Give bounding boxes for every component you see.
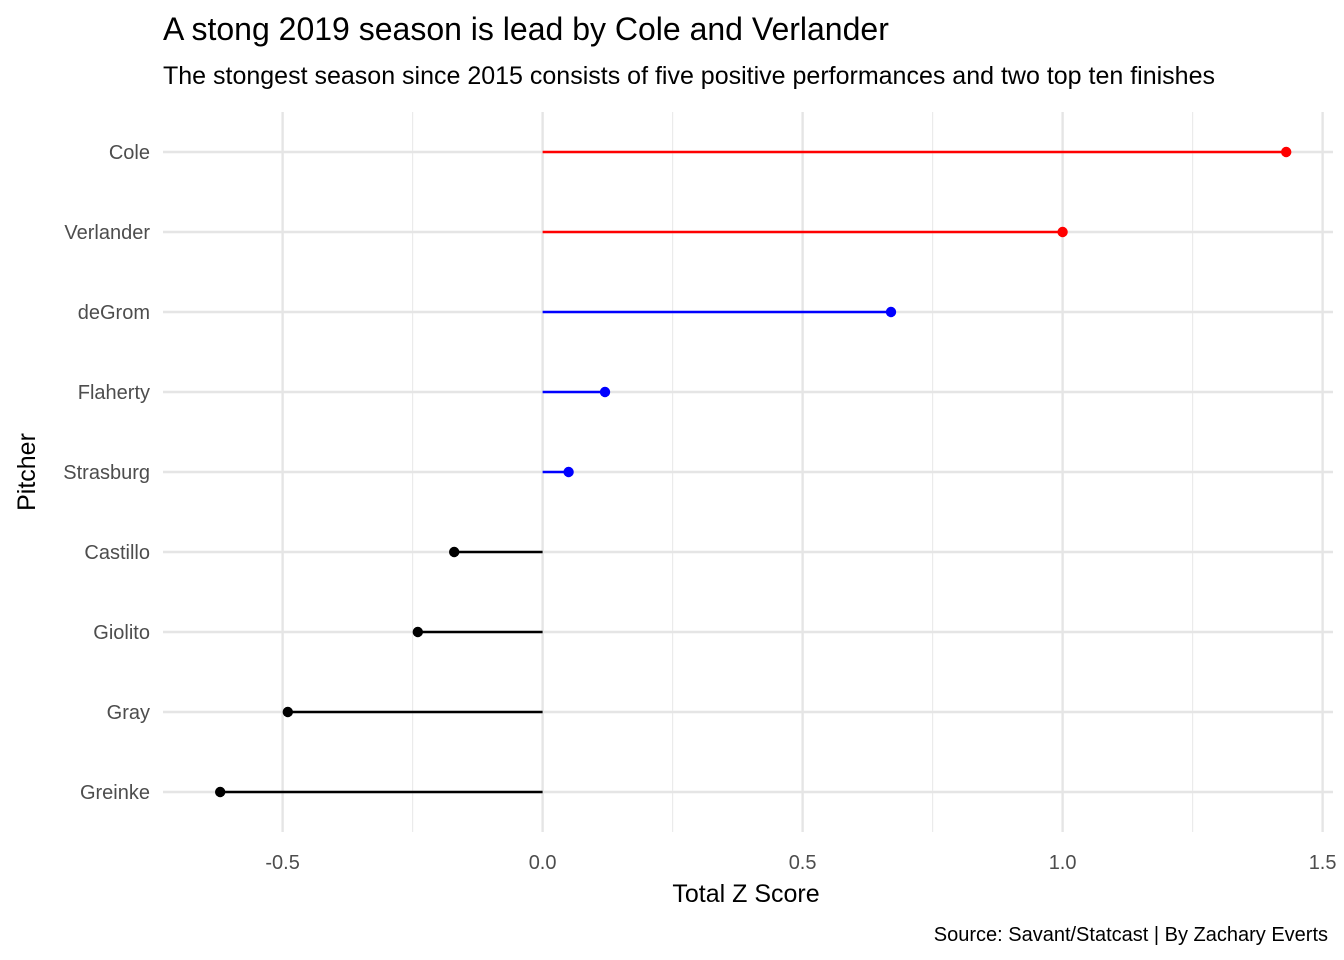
x-tick-label: 1.0 xyxy=(1049,852,1077,874)
y-tick-label: Castillo xyxy=(84,542,150,564)
category-gridlines xyxy=(163,150,1333,794)
x-tick-label: 0.5 xyxy=(789,852,817,874)
lollipop-point xyxy=(449,546,460,558)
y-tick-labels: Cole Verlander deGrom Flaherty Strasburg Cast… xyxy=(63,142,150,804)
y-tick-label: Greinke xyxy=(80,782,150,804)
y-tick-label: Verlander xyxy=(64,222,150,244)
y-tick-label: Flaherty xyxy=(78,382,150,404)
lollipop-point xyxy=(215,786,226,798)
x-axis-title: Total Z Score xyxy=(672,880,819,908)
x-tick-label: 0.0 xyxy=(529,852,557,874)
lollipop-point xyxy=(412,626,423,638)
y-axis-title: Pitcher xyxy=(13,433,41,511)
x-tick-label: -0.5 xyxy=(265,852,299,874)
y-tick-label: Gray xyxy=(107,702,150,724)
y-tick-label: Giolito xyxy=(93,622,150,644)
chart-title: A stong 2019 season is lead by Cole and … xyxy=(163,11,889,47)
lollipop-point xyxy=(885,306,897,318)
lollipop-point xyxy=(1057,226,1068,238)
lollipop-point xyxy=(599,386,611,398)
lollipop-point xyxy=(563,466,574,478)
chart-caption: Source: Savant/Statcast | By Zachary Eve… xyxy=(934,924,1328,946)
y-tick-label: deGrom xyxy=(78,302,150,324)
x-tick-label: 1.5 xyxy=(1309,852,1337,874)
chart-subtitle: The stongest season since 2015 consists … xyxy=(163,62,1215,90)
y-tick-label: Strasburg xyxy=(63,462,150,484)
lollipop-points xyxy=(215,146,1292,798)
y-tick-label: Cole xyxy=(109,142,150,164)
lollipop-point xyxy=(282,706,293,718)
x-tick-labels: -0.5 0.0 0.5 1.0 1.5 xyxy=(265,852,1336,874)
lollipop-point xyxy=(1281,146,1292,158)
